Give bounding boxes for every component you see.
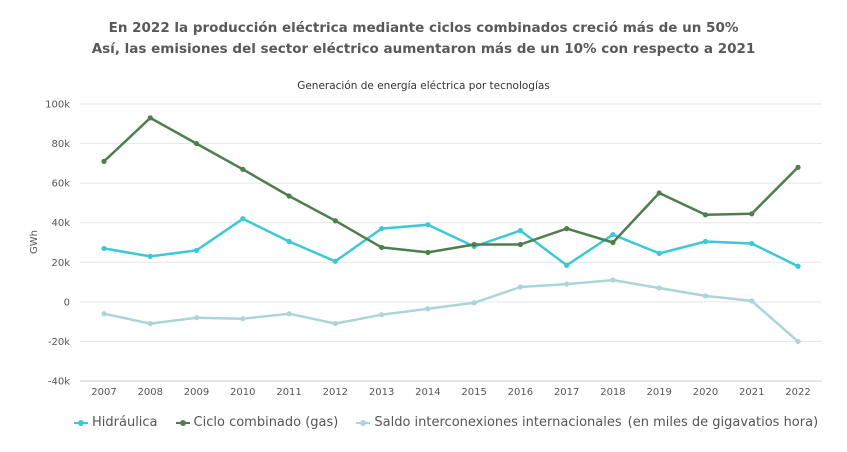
data-point — [656, 190, 662, 196]
data-point — [193, 140, 200, 147]
data-point — [101, 158, 107, 164]
y-tick-label: 100k — [45, 100, 70, 111]
y-tick-label: -40k — [48, 377, 70, 388]
data-point — [193, 315, 200, 321]
x-tick-label: 2015 — [461, 387, 486, 398]
series-line-1 — [102, 116, 800, 254]
data-point — [795, 164, 801, 170]
data-point — [379, 244, 385, 251]
data-point — [656, 250, 662, 256]
data-point — [193, 247, 200, 254]
data-point — [749, 298, 755, 304]
data-point — [795, 338, 801, 345]
legend-marker-icon — [74, 418, 88, 428]
x-tick-label: 2017 — [554, 387, 579, 398]
data-point — [702, 238, 709, 245]
data-point — [425, 222, 431, 228]
data-point — [286, 311, 292, 317]
data-point — [286, 238, 292, 245]
x-tick-label: 2011 — [276, 387, 301, 398]
data-point — [749, 211, 755, 217]
data-point — [610, 277, 616, 283]
data-point — [610, 231, 616, 238]
data-point — [286, 193, 292, 199]
data-point — [610, 239, 616, 246]
y-tick-label: 60k — [51, 179, 70, 190]
legend-label: Hidráulica — [92, 415, 158, 430]
data-point — [379, 226, 385, 232]
legend-label: Ciclo combinado (gas) — [193, 415, 339, 430]
data-point — [517, 228, 524, 234]
data-point — [101, 245, 107, 252]
x-tick-label: 2010 — [230, 387, 255, 398]
legend-item-1[interactable]: Ciclo combinado (gas) — [175, 415, 339, 430]
x-tick-label: 2014 — [415, 387, 440, 398]
legend-item-0[interactable]: Hidráulica — [74, 415, 158, 430]
legend: Hidráulica Ciclo combinado (gas) Saldo int… — [74, 415, 836, 430]
x-tick-label: 2013 — [369, 387, 394, 398]
x-tick-label: 2018 — [600, 387, 625, 398]
headline-line-1: En 2022 la producción eléctrica mediante… — [108, 20, 739, 36]
x-tick-label: 2021 — [739, 387, 764, 398]
x-tick-label: 2009 — [184, 387, 209, 398]
headline-line-2: Así, las emisiones del sector eléctrico … — [91, 41, 756, 57]
x-tick-label: 2012 — [323, 387, 348, 398]
data-point — [332, 321, 338, 327]
data-point — [471, 300, 477, 306]
x-tick-label: 2016 — [508, 387, 533, 398]
x-tick-label: 2022 — [785, 387, 810, 398]
series-line-2 — [102, 278, 800, 343]
data-point — [425, 249, 431, 255]
legend-marker-icon — [175, 418, 190, 428]
data-point — [517, 284, 524, 290]
data-point — [564, 281, 570, 287]
data-point — [379, 312, 385, 318]
data-point — [240, 166, 246, 172]
data-point — [656, 285, 662, 291]
legend-unit-note: (en miles de gigavatios hora) — [627, 415, 819, 430]
x-tick-label: 2019 — [646, 387, 671, 398]
data-point — [564, 262, 570, 268]
series-layer — [101, 115, 801, 345]
data-point — [702, 293, 709, 299]
y-axis-label: GWh — [29, 230, 40, 254]
data-point — [425, 306, 431, 312]
y-tick-label: 20k — [51, 258, 70, 269]
data-point — [147, 253, 153, 259]
y-tick-label: 80k — [51, 139, 70, 150]
data-point — [564, 226, 570, 232]
y-tick-label: 0 — [64, 297, 70, 308]
legend-marker-icon — [356, 418, 371, 428]
data-point — [101, 311, 107, 317]
data-point — [517, 241, 524, 248]
chart-title: Generación de energía eléctrica por tecn… — [297, 80, 550, 92]
y-tick-label: 40k — [51, 218, 70, 229]
data-point — [240, 216, 246, 222]
legend-item-2[interactable]: Saldo interconexiones internacionales (en… — [356, 415, 818, 430]
data-point — [332, 218, 338, 224]
data-point — [702, 212, 709, 218]
y-tick-label: -20k — [48, 337, 70, 348]
data-point — [147, 321, 153, 327]
legend-label: Saldo interconexiones internacionales — [374, 415, 622, 430]
series-line-0 — [102, 217, 800, 268]
x-tick-label: 2008 — [138, 387, 163, 398]
x-tick-label: 2020 — [693, 387, 718, 398]
data-point — [795, 263, 801, 269]
data-point — [332, 258, 338, 264]
x-tick-label: 2007 — [91, 387, 116, 398]
data-point — [471, 241, 477, 248]
data-point — [749, 240, 755, 247]
axis-layer: -40k -20k 0 20k 40k 60k 80k 100k 2007 2008 2009 201… — [45, 100, 822, 398]
data-point — [147, 115, 153, 121]
data-point — [240, 316, 246, 322]
